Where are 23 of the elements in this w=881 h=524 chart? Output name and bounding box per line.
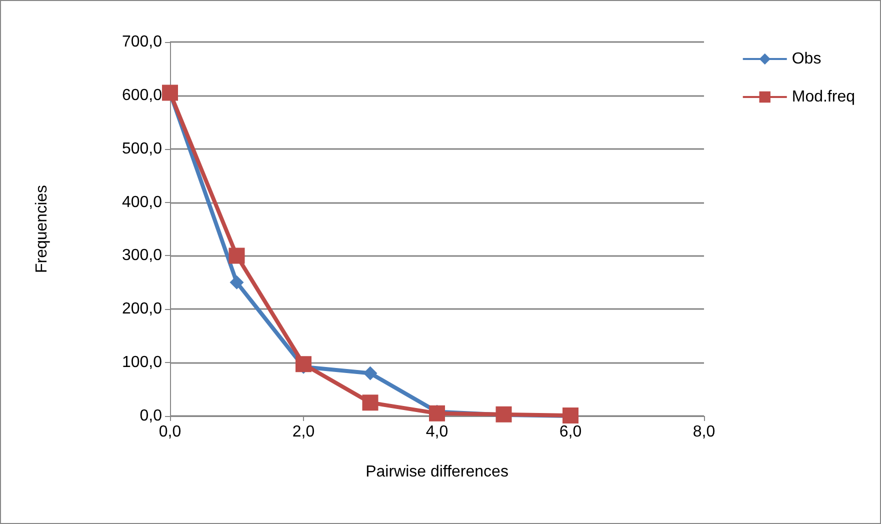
legend-label: Mod.freq [792, 88, 855, 106]
point [228, 248, 245, 264]
x-tick-label: 4,0 [426, 424, 448, 440]
x-tick-label: 2,0 [292, 424, 315, 440]
point [362, 394, 378, 411]
y-tick-label: 400,0 [122, 194, 162, 211]
y-tick-label: 200,0 [122, 300, 162, 318]
x-tick-label: 8,0 [692, 424, 716, 440]
point [363, 366, 378, 380]
y-tick-label: 700,0 [122, 34, 162, 50]
point [429, 405, 445, 422]
y-tick-label: 100,0 [122, 354, 162, 372]
y-tick-label: 600,0 [122, 86, 162, 104]
y-axis-title: Frequencies [34, 184, 50, 274]
legend-label: Obs [792, 50, 822, 68]
y-tick-label: 500,0 [122, 140, 162, 158]
y-tick-label: 300,0 [122, 247, 162, 264]
point [230, 275, 244, 290]
x-tick-label: 0,0 [158, 424, 182, 440]
x-axis-title: Pairwise differences [366, 464, 508, 480]
point [296, 356, 312, 372]
x-tick-label: 6,0 [559, 424, 582, 440]
y-tick-label: 0,0 [140, 408, 162, 424]
